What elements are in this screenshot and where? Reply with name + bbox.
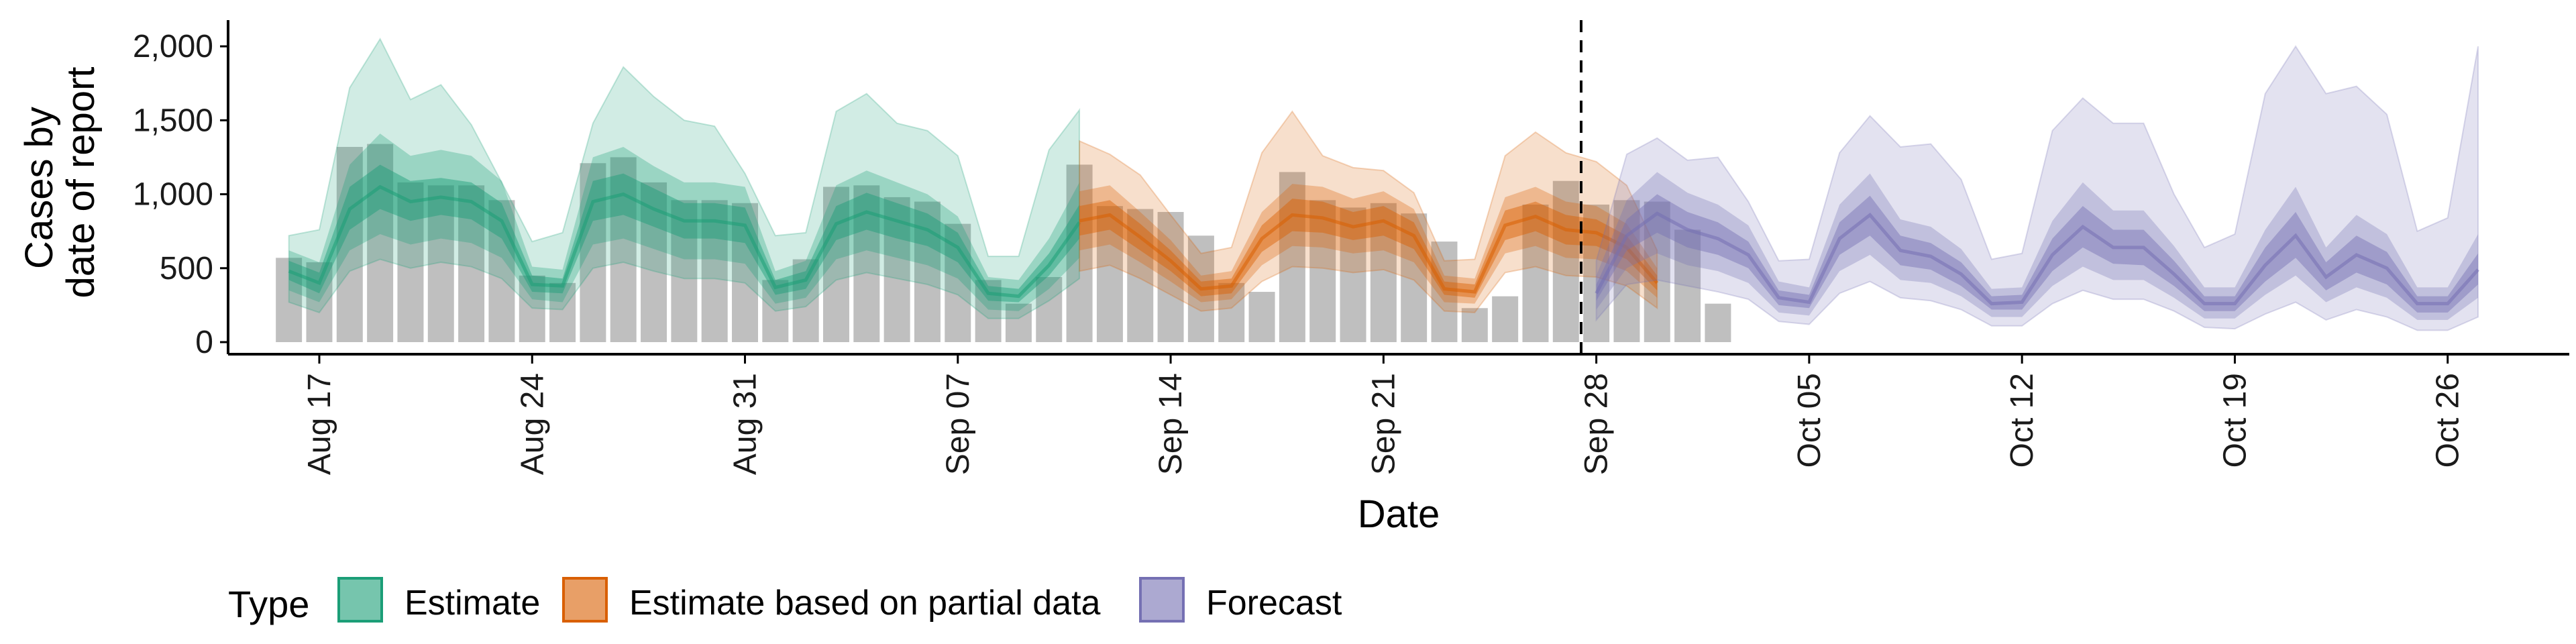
legend-swatch xyxy=(562,577,608,623)
observed-bar xyxy=(1492,296,1519,342)
observed-bar xyxy=(427,185,454,342)
median-line xyxy=(288,184,1081,299)
x-tick-label: Sep 28 xyxy=(1579,373,1615,475)
series-forecast xyxy=(1595,45,2479,331)
observed-bar xyxy=(610,157,637,343)
observed-bar xyxy=(367,144,394,342)
observed-bar xyxy=(1279,172,1305,342)
legend-items: Estimate Estimate based on partial data Fo… xyxy=(337,577,1342,623)
observed-bar xyxy=(580,163,606,343)
median-line xyxy=(1079,213,1659,294)
observed-bar xyxy=(762,280,789,342)
ribbons xyxy=(288,38,2479,331)
outer-interval-band xyxy=(1595,45,2479,331)
observed-bar xyxy=(549,282,576,342)
y-tick-label: 1,000 xyxy=(133,177,213,213)
observed-bar xyxy=(1674,229,1701,342)
observed-bar xyxy=(1705,303,1731,342)
observed-bar xyxy=(823,186,849,342)
legend-swatch xyxy=(337,577,383,623)
observed-bar xyxy=(519,275,545,342)
y-axis-title: Cases by date of report xyxy=(17,67,103,299)
x-tick-label: Aug 17 xyxy=(302,373,337,475)
observed-bar xyxy=(1461,308,1488,342)
x-tick-label: Sep 07 xyxy=(941,373,976,475)
x-axis-title: Date xyxy=(1358,492,1440,536)
x-tick-label: Sep 14 xyxy=(1153,373,1189,475)
x-tick-label: Sep 21 xyxy=(1366,373,1401,475)
observed-bar xyxy=(1096,206,1123,342)
observed-bar xyxy=(336,146,363,343)
observed-bars xyxy=(276,144,1731,343)
legend-title: Type xyxy=(228,583,309,625)
observed-bar xyxy=(1613,200,1640,342)
y-tick-label: 500 xyxy=(160,251,213,286)
series-estimate xyxy=(288,38,1081,319)
observed-bar xyxy=(397,182,424,342)
observed-bar xyxy=(1522,204,1549,342)
y-tick-label: 1,500 xyxy=(133,103,213,138)
y-tick-label: 2,000 xyxy=(133,29,213,64)
x-tick-label: Oct 05 xyxy=(1792,373,1827,468)
y-ticks: 0 500 1,000 1,500 2,000 xyxy=(133,29,228,360)
middle-interval-band xyxy=(1079,184,1658,304)
y-tick-label: 0 xyxy=(195,325,213,360)
observed-bar xyxy=(1157,211,1184,342)
observed-bar xyxy=(792,259,819,342)
x-tick-label: Oct 19 xyxy=(2217,373,2253,468)
axes xyxy=(227,20,2569,356)
observed-bar xyxy=(1066,164,1093,342)
outer-interval-band xyxy=(288,38,1081,319)
observed-bar xyxy=(914,201,941,342)
observed-bar xyxy=(306,262,333,342)
x-tick-label: Aug 24 xyxy=(515,373,550,475)
series-estimate-based-on-partial-data xyxy=(1079,110,1659,313)
x-tick-label: Aug 31 xyxy=(728,373,763,475)
observed-bar xyxy=(1340,207,1366,342)
observed-bar xyxy=(1218,282,1245,342)
observed-bar xyxy=(1431,241,1458,342)
observed-bar xyxy=(1248,292,1275,342)
observed-bar xyxy=(1036,277,1063,342)
x-ticks: Aug 17 Aug 24 Aug 31 Sep 07 Sep 14 Sep 21 Sep … xyxy=(302,354,2466,475)
y-axis-title-line-2: date of report xyxy=(59,67,103,299)
observed-bar xyxy=(1309,200,1336,342)
outer-interval-band xyxy=(1079,110,1658,313)
x-tick-label: Oct 12 xyxy=(2004,373,2040,468)
median-line xyxy=(1595,211,2479,306)
y-axis-title-line-1: Cases by xyxy=(17,107,61,269)
legend-label: Estimate based on partial data xyxy=(629,584,1101,623)
legend: Type Estimate Estimate based on partial d… xyxy=(228,577,1342,625)
observed-bar xyxy=(1005,303,1032,342)
legend-swatch xyxy=(1139,577,1185,623)
x-tick-label: Oct 26 xyxy=(2430,373,2466,468)
observed-bar xyxy=(671,200,698,342)
legend-label: Estimate xyxy=(405,584,540,623)
observed-bar xyxy=(458,185,485,342)
inner-interval-band xyxy=(288,164,1080,303)
observed-bar xyxy=(1552,180,1579,342)
legend-label: Forecast xyxy=(1206,584,1342,623)
